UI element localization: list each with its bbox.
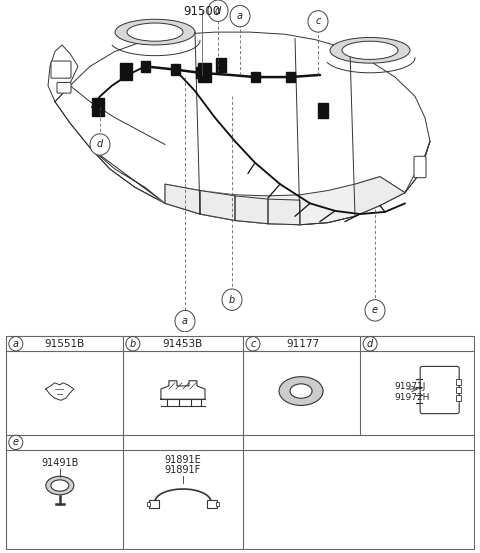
Ellipse shape (51, 480, 69, 491)
Bar (456, 379, 461, 385)
Text: 91491B: 91491B (41, 458, 79, 468)
Text: 91972H: 91972H (394, 393, 430, 401)
Bar (171, 64, 180, 75)
Text: a: a (237, 11, 243, 21)
Circle shape (222, 289, 242, 310)
Ellipse shape (342, 41, 398, 59)
Bar (196, 67, 205, 78)
Bar (216, 502, 219, 506)
Circle shape (363, 337, 377, 351)
Polygon shape (235, 196, 268, 224)
Text: 91891F: 91891F (165, 465, 201, 475)
Bar (120, 63, 132, 80)
Circle shape (90, 134, 110, 155)
Text: e: e (372, 305, 378, 315)
Circle shape (230, 6, 250, 27)
Circle shape (365, 300, 385, 321)
Text: c: c (315, 17, 321, 27)
Text: a: a (13, 339, 19, 349)
Bar (141, 61, 150, 72)
Bar (149, 500, 159, 508)
Text: e: e (13, 437, 19, 447)
Circle shape (9, 435, 23, 450)
Ellipse shape (290, 384, 312, 398)
Ellipse shape (330, 38, 410, 63)
Text: b: b (130, 339, 136, 349)
Text: b: b (229, 295, 235, 305)
Bar (456, 395, 461, 401)
Text: c: c (251, 339, 256, 349)
Ellipse shape (127, 23, 183, 41)
Circle shape (175, 310, 195, 332)
Polygon shape (268, 199, 300, 225)
Polygon shape (90, 148, 165, 204)
Polygon shape (355, 176, 405, 216)
FancyBboxPatch shape (51, 61, 71, 78)
Bar (251, 72, 260, 82)
Circle shape (246, 337, 260, 351)
Polygon shape (161, 381, 205, 399)
Text: 91891E: 91891E (165, 455, 201, 465)
Polygon shape (165, 176, 405, 225)
Circle shape (9, 337, 23, 351)
Bar (456, 387, 461, 393)
FancyBboxPatch shape (420, 367, 459, 414)
Circle shape (126, 337, 140, 351)
Ellipse shape (279, 377, 323, 405)
Bar (147, 502, 150, 506)
Ellipse shape (46, 476, 74, 495)
Bar (207, 500, 217, 508)
Ellipse shape (115, 19, 195, 45)
Polygon shape (46, 383, 74, 400)
Bar (286, 72, 295, 82)
Text: 91453B: 91453B (163, 339, 203, 349)
FancyBboxPatch shape (414, 156, 426, 178)
Text: d: d (97, 139, 103, 149)
Text: 91551B: 91551B (45, 339, 85, 349)
Text: 91971J: 91971J (394, 383, 425, 392)
Circle shape (308, 11, 328, 32)
Bar (198, 63, 211, 82)
Circle shape (208, 0, 228, 22)
FancyBboxPatch shape (57, 82, 71, 93)
Polygon shape (55, 32, 430, 225)
Text: d: d (215, 6, 221, 15)
Text: 91177: 91177 (287, 339, 320, 349)
Bar (92, 98, 104, 116)
Bar (318, 103, 328, 118)
Bar (216, 58, 226, 72)
Polygon shape (200, 191, 235, 221)
Text: d: d (367, 339, 373, 349)
Polygon shape (165, 184, 200, 214)
Text: a: a (182, 316, 188, 326)
Text: 91500: 91500 (183, 6, 221, 18)
